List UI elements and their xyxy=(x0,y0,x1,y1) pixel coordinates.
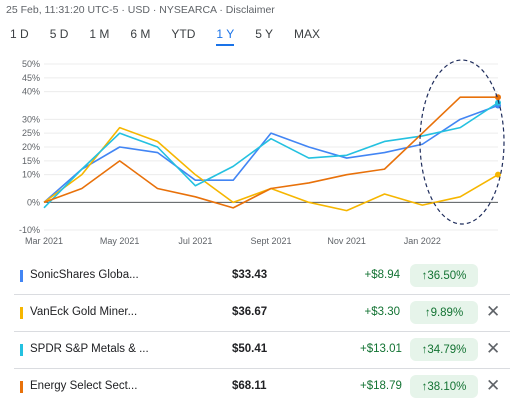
comparison-row[interactable]: VanEck Gold Miner... $36.67 +$3.30 ↑9.89% ✕ xyxy=(14,295,510,332)
range-tab-1y[interactable]: 1 Y xyxy=(216,27,235,46)
price-change: +$18.79 xyxy=(360,380,402,392)
y-tick-label: 45% xyxy=(22,73,40,83)
security-price: $68.11 xyxy=(232,380,267,392)
series-end-dot-2 xyxy=(495,99,501,106)
range-tab-ytd[interactable]: YTD xyxy=(171,27,196,41)
percent-change-badge: ↑36.50% xyxy=(410,264,478,287)
series-color-swatch xyxy=(20,344,23,356)
series-line-0 xyxy=(43,104,499,203)
y-tick-label: 25% xyxy=(22,128,40,138)
close-icon[interactable]: ✕ xyxy=(486,302,501,321)
security-name: SPDR S&P Metals & ... xyxy=(30,343,149,355)
comparison-row[interactable]: SPDR S&P Metals & ... $50.41 +$13.01 ↑34.79… xyxy=(14,332,510,369)
x-tick-label: Jan 2022 xyxy=(404,236,441,246)
quote-meta: 25 Feb, 11:31:20 UTC-5 · USD · NYSEARCA … xyxy=(6,4,275,16)
comparison-list: SonicShares Globa... $33.43 +$8.94 ↑36.50% V… xyxy=(14,258,510,405)
series-line-2 xyxy=(43,102,499,209)
series-color-swatch xyxy=(20,270,23,282)
y-tick-label: 10% xyxy=(22,170,40,180)
price-change: +$3.30 xyxy=(364,306,401,318)
y-tick-label: 15% xyxy=(22,156,40,166)
y-tick-label: 20% xyxy=(22,142,40,152)
security-name: Energy Select Sect... xyxy=(30,380,138,392)
series-color-swatch xyxy=(20,307,23,319)
close-icon[interactable]: ✕ xyxy=(486,339,501,358)
percent-change-badge: ↑38.10% xyxy=(410,375,478,398)
security-price: $36.67 xyxy=(232,306,268,318)
price-change: +$13.01 xyxy=(360,343,402,355)
x-tick-label: Jul 2021 xyxy=(178,236,212,246)
comparison-chart: -10%0%10%15%20%25%30%40%45%50% Mar 2021 M… xyxy=(19,59,505,246)
range-tab-5d[interactable]: 5 D xyxy=(49,27,69,41)
series-end-dot-1 xyxy=(495,171,501,178)
security-name: VanEck Gold Miner... xyxy=(30,306,138,318)
security-price: $50.41 xyxy=(232,343,268,355)
security-price: $33.43 xyxy=(232,269,268,281)
y-axis: -10% 0% 10% 15% 20% 25% 30% 40% 45% 50% xyxy=(19,59,40,235)
x-tick-label: Sept 2021 xyxy=(250,236,291,246)
price-change: +$8.94 xyxy=(364,269,401,281)
range-tab-max[interactable]: MAX xyxy=(294,27,321,41)
range-tab-5y[interactable]: 5 Y xyxy=(255,27,273,41)
y-tick-label: -10% xyxy=(19,225,40,235)
y-tick-label: 0% xyxy=(27,197,40,207)
percent-change-badge: ↑9.89% xyxy=(410,301,478,324)
x-axis: Mar 2021 May 2021 Jul 2021 Sept 2021 Nov 202… xyxy=(25,236,441,246)
range-tab-6m[interactable]: 6 M xyxy=(130,27,151,41)
highlight-ellipse xyxy=(419,59,505,225)
y-tick-label: 40% xyxy=(22,87,40,97)
comparison-row[interactable]: Energy Select Sect... $68.11 +$18.79 ↑38.10… xyxy=(14,369,510,405)
security-name: SonicShares Globa... xyxy=(30,269,139,281)
close-icon[interactable]: ✕ xyxy=(486,376,501,395)
x-tick-label: Nov 2021 xyxy=(327,236,366,246)
x-tick-label: May 2021 xyxy=(100,236,140,246)
comparison-row[interactable]: SonicShares Globa... $33.43 +$8.94 ↑36.50% xyxy=(14,258,510,295)
chart-lines xyxy=(43,94,501,212)
range-tab-1m[interactable]: 1 M xyxy=(89,27,110,41)
x-tick-label: Mar 2021 xyxy=(25,236,63,246)
range-selector: 1 D 5 D 1 M 6 M YTD 1 Y 5 Y MAX xyxy=(10,27,341,46)
series-color-swatch xyxy=(20,381,23,393)
series-line-3 xyxy=(43,96,498,209)
range-tab-1d[interactable]: 1 D xyxy=(10,27,29,41)
percent-change-badge: ↑34.79% xyxy=(410,338,478,361)
y-tick-label: 50% xyxy=(22,59,40,69)
y-tick-label: 30% xyxy=(22,114,40,124)
